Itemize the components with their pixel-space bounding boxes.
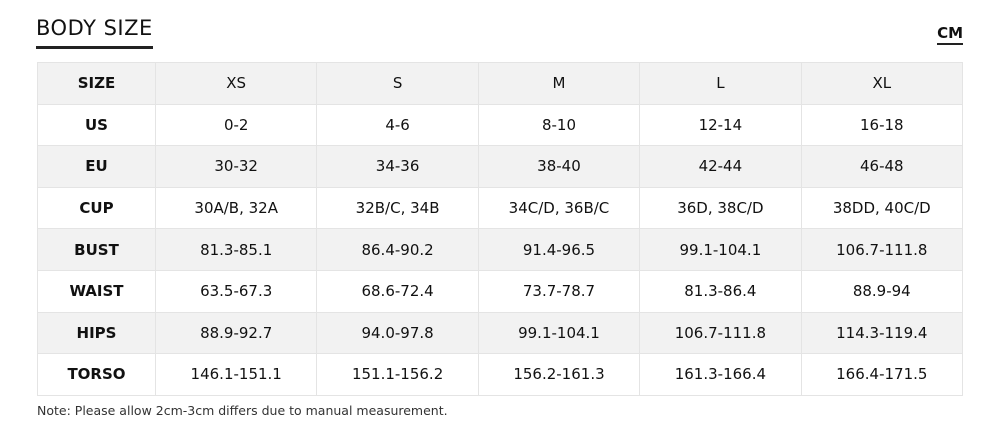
table-row: CUP 30A/B, 32A 32B/C, 34B 34C/D, 36B/C 36D, … [37,186,964,230]
cell: 68.6-72.4 [316,269,479,313]
cell: 88.9-92.7 [154,311,318,355]
cell: L [639,62,802,105]
cell: 30-32 [154,145,318,188]
row-label: TORSO [37,353,156,396]
unit-toggle[interactable]: CM [937,24,963,45]
cell: XL [800,62,964,105]
cell: 81.3-86.4 [639,269,802,313]
note: Note: Please allow 2cm-3cm differs due t… [37,403,448,418]
cell: 38-40 [477,145,641,188]
cell: 30A/B, 32A [154,186,318,230]
cell: 73.7-78.7 [477,269,641,313]
cell: 106.7-111.8 [800,228,964,271]
cell: 81.3-85.1 [154,228,318,271]
title: BODY SIZE [36,16,153,49]
row-label: EU [37,145,156,188]
cell: 94.0-97.8 [316,311,479,355]
cell: 151.1-156.2 [316,353,479,396]
cell: 146.1-151.1 [154,353,318,396]
row-label: SIZE [37,62,156,105]
cell: M [477,62,641,105]
cell: 42-44 [639,145,802,188]
row-label: WAIST [37,269,156,313]
cell: 88.9-94 [800,269,964,313]
cell: 86.4-90.2 [316,228,479,271]
size-table: SIZE XS S M L XL US 0-2 4-6 8-10 12-14 16-18 EU 30-32… [37,62,964,396]
cell: 38DD, 40C/D [800,186,964,230]
cell: 156.2-161.3 [477,353,641,396]
row-label: CUP [37,186,156,230]
cell: XS [154,62,318,105]
cell: 99.1-104.1 [639,228,802,271]
cell: 8-10 [477,103,641,147]
cell: 36D, 38C/D [639,186,802,230]
cell: 99.1-104.1 [477,311,641,355]
table-row: TORSO 146.1-151.1 151.1-156.2 156.2-161.3 16… [37,353,964,396]
cell: 4-6 [316,103,479,147]
cell: 63.5-67.3 [154,269,318,313]
cell: 32B/C, 34B [316,186,479,230]
cell: 161.3-166.4 [639,353,802,396]
cell: S [316,62,479,105]
table-row: US 0-2 4-6 8-10 12-14 16-18 [37,103,964,147]
cell: 34C/D, 36B/C [477,186,641,230]
table-row: WAIST 63.5-67.3 68.6-72.4 73.7-78.7 81.3-86.… [37,269,964,313]
cell: 46-48 [800,145,964,188]
cell: 0-2 [154,103,318,147]
cell: 91.4-96.5 [477,228,641,271]
row-label: US [37,103,156,147]
cell: 106.7-111.8 [639,311,802,355]
cell: 166.4-171.5 [800,353,964,396]
row-label: BUST [37,228,156,271]
cell: 114.3-119.4 [800,311,964,355]
cell: 34-36 [316,145,479,188]
table-row: BUST 81.3-85.1 86.4-90.2 91.4-96.5 99.1-104.… [37,228,964,271]
cell: 16-18 [800,103,964,147]
table-row: EU 30-32 34-36 38-40 42-44 46-48 [37,145,964,188]
row-label: HIPS [37,311,156,355]
table-row: SIZE XS S M L XL [37,62,964,105]
table-row: HIPS 88.9-92.7 94.0-97.8 99.1-104.1 106.7-11… [37,311,964,355]
cell: 12-14 [639,103,802,147]
